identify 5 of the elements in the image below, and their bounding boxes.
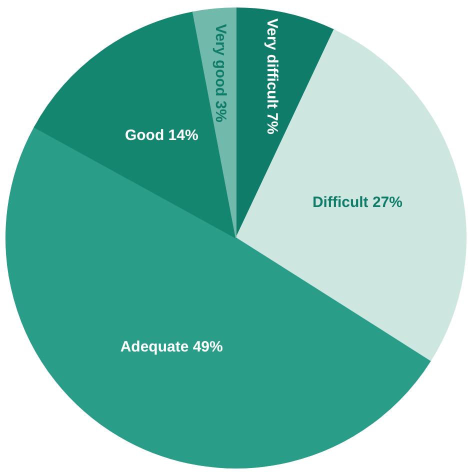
slice-label: Good 14% bbox=[124, 127, 198, 144]
slice-label: Very difficult 7% bbox=[264, 18, 281, 134]
slice-label: Difficult 27% bbox=[312, 194, 402, 212]
slice-label: Very good 3% bbox=[212, 24, 229, 122]
slice-label: Adequate 49% bbox=[120, 338, 223, 356]
